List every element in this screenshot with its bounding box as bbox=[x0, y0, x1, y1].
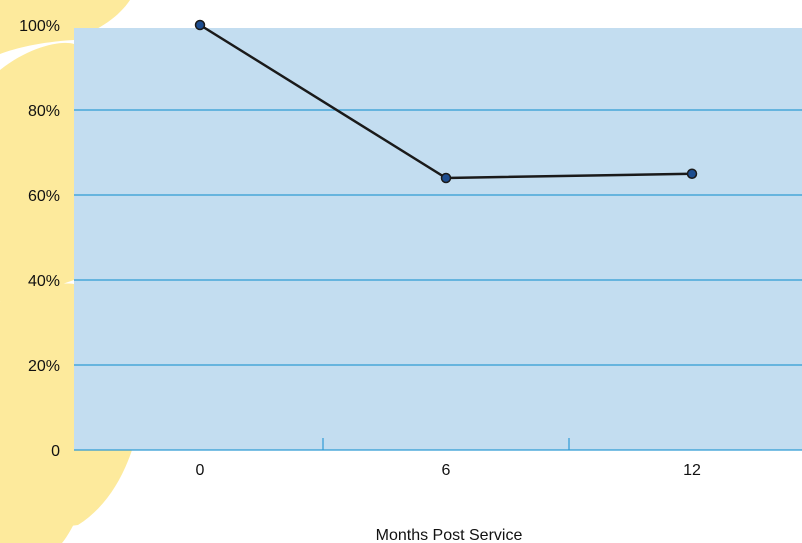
decorative-background-shapes bbox=[0, 0, 132, 543]
decor-blob bbox=[0, 509, 80, 543]
y-tick-label: 20% bbox=[28, 358, 60, 375]
decor-blob bbox=[0, 283, 132, 533]
y-tick-label: 40% bbox=[28, 273, 60, 290]
x-tick-label: 6 bbox=[442, 462, 451, 479]
x-axis-ticks bbox=[322, 438, 570, 450]
y-tick-label: 60% bbox=[28, 188, 60, 205]
y-axis-tick-labels: 0 20% 40% 60% 80% 100% bbox=[19, 18, 60, 460]
y-tick-label: 80% bbox=[28, 103, 60, 120]
x-axis-tick-labels: 0 6 12 bbox=[196, 462, 701, 479]
data-series bbox=[194, 19, 698, 184]
data-point bbox=[440, 172, 452, 184]
decor-blob bbox=[0, 42, 74, 302]
plot-area bbox=[74, 28, 802, 450]
data-point bbox=[686, 168, 698, 179]
data-point bbox=[194, 19, 206, 31]
gridlines bbox=[74, 109, 802, 451]
x-axis-title: Months Post Service bbox=[376, 527, 523, 543]
y-tick-label: 0 bbox=[51, 443, 60, 460]
x-tick-label: 0 bbox=[196, 462, 205, 479]
y-tick-label: 100% bbox=[19, 18, 60, 35]
x-tick-label: 12 bbox=[683, 462, 701, 479]
decor-blob bbox=[0, 0, 130, 54]
